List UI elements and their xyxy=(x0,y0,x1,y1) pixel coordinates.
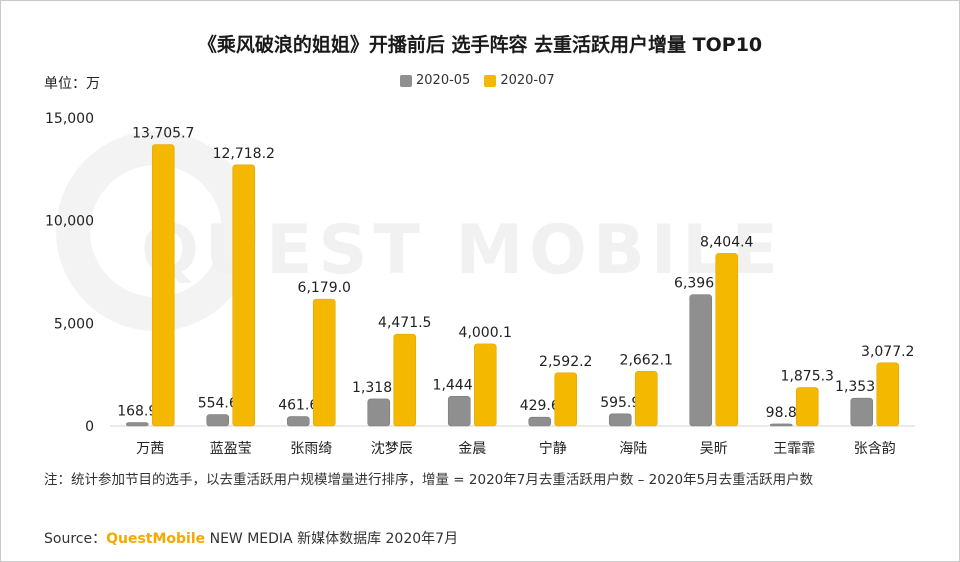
source-rest: NEW MEDIA 新媒体数据库 2020年7月 xyxy=(205,531,459,547)
x-tick-label: 张含韵 xyxy=(854,441,896,457)
legend-item-2020-07: 2020-07 xyxy=(484,73,555,88)
data-label: 2,662.1 xyxy=(620,352,673,368)
chart-title: 《乘风破浪的姐姐》开播前后 选手阵容 去重活跃用户增量 TOP10 xyxy=(197,34,763,56)
bar-2020-07-4 xyxy=(473,343,497,427)
bar-2020-05-2 xyxy=(286,416,310,427)
footnote: 注：统计参加节目的选手，以去重活跃用户规模增量进行排序，增量 = 2020年7月… xyxy=(44,472,814,488)
data-label: 1,353.2 xyxy=(835,379,888,395)
y-tick-label: 0 xyxy=(85,419,94,435)
data-label: 554.6 xyxy=(198,396,238,412)
legend-item-2020-05: 2020-05 xyxy=(400,73,470,88)
x-tick-label: 万茜 xyxy=(136,441,164,457)
bar-2020-05-3 xyxy=(367,398,391,427)
x-tick-label: 王霏霏 xyxy=(773,441,815,457)
bar-2020-05-7 xyxy=(689,294,713,427)
data-label: 168.9 xyxy=(117,404,157,420)
bar-2020-05-9 xyxy=(850,397,874,427)
y-tick-label: 10,000 xyxy=(45,214,94,230)
y-tick-label: 5,000 xyxy=(54,316,94,332)
x-tick-label: 吴昕 xyxy=(700,441,728,457)
data-label: 4,471.5 xyxy=(378,315,431,331)
data-label: 4,000.1 xyxy=(459,325,512,341)
legend-label-2020-05: 2020-05 xyxy=(416,73,471,88)
bar-2020-07-8 xyxy=(795,387,819,427)
data-label: 1,875.3 xyxy=(781,368,834,384)
legend-swatch-2020-07 xyxy=(484,74,497,87)
data-label: 12,718.2 xyxy=(213,146,275,162)
x-tick-label: 蓝盈莹 xyxy=(210,441,252,457)
data-label: 595.9 xyxy=(600,395,640,411)
legend: 2020-05 2020-07 xyxy=(400,73,569,88)
bar-2020-05-0 xyxy=(125,422,149,427)
data-label: 6,396.4 xyxy=(674,276,728,292)
legend-swatch-2020-05 xyxy=(400,74,412,87)
bar-2020-07-9 xyxy=(876,362,900,427)
bar-2020-07-2 xyxy=(312,298,336,427)
unit-label: 单位：万 xyxy=(44,76,100,92)
bar-chart: 0 5,000 10,000 15,000 168.9 13,705.7 万茜 554.6 12… xyxy=(45,111,915,457)
bar-2020-05-8 xyxy=(769,423,793,427)
data-label: 13,705.7 xyxy=(132,126,194,142)
bar-2020-07-1 xyxy=(232,164,256,427)
data-label: 2,592.2 xyxy=(539,354,592,370)
source-line: Source：QuestMobile NEW MEDIA 新媒体数据库 2020… xyxy=(44,528,458,548)
bar-2020-05-1 xyxy=(206,414,230,427)
bar-2020-07-3 xyxy=(393,333,417,427)
bar-2020-07-0 xyxy=(151,144,175,427)
data-label: 8,404.4 xyxy=(700,234,754,250)
legend-label-2020-07: 2020-07 xyxy=(500,73,555,88)
data-label: 1,318.0 xyxy=(352,380,405,396)
source-prefix: Source： xyxy=(44,531,107,547)
x-tick-label: 海陆 xyxy=(619,441,647,457)
bar-2020-07-7 xyxy=(715,253,739,427)
x-tick-label: 张雨绮 xyxy=(290,441,332,457)
x-tick-label: 沈梦辰 xyxy=(371,441,413,457)
bar-2020-05-5 xyxy=(528,416,552,427)
data-label: 1,444.6 xyxy=(433,377,487,393)
data-label: 3,077.2 xyxy=(861,344,914,360)
data-label: 98.8 xyxy=(766,405,797,421)
source-brand: QuestMobile xyxy=(106,531,206,547)
x-tick-label: 金晨 xyxy=(458,441,486,457)
bar-2020-07-6 xyxy=(634,371,658,427)
y-tick-label: 15,000 xyxy=(45,111,94,127)
bar-2020-05-6 xyxy=(608,413,632,427)
data-label: 429.6 xyxy=(520,398,560,414)
data-label: 461.6 xyxy=(278,398,318,414)
bar-2020-05-4 xyxy=(447,396,471,427)
bar-2020-07-5 xyxy=(554,372,578,427)
data-label: 6,179.0 xyxy=(298,280,351,296)
x-tick-label: 宁静 xyxy=(539,440,567,457)
